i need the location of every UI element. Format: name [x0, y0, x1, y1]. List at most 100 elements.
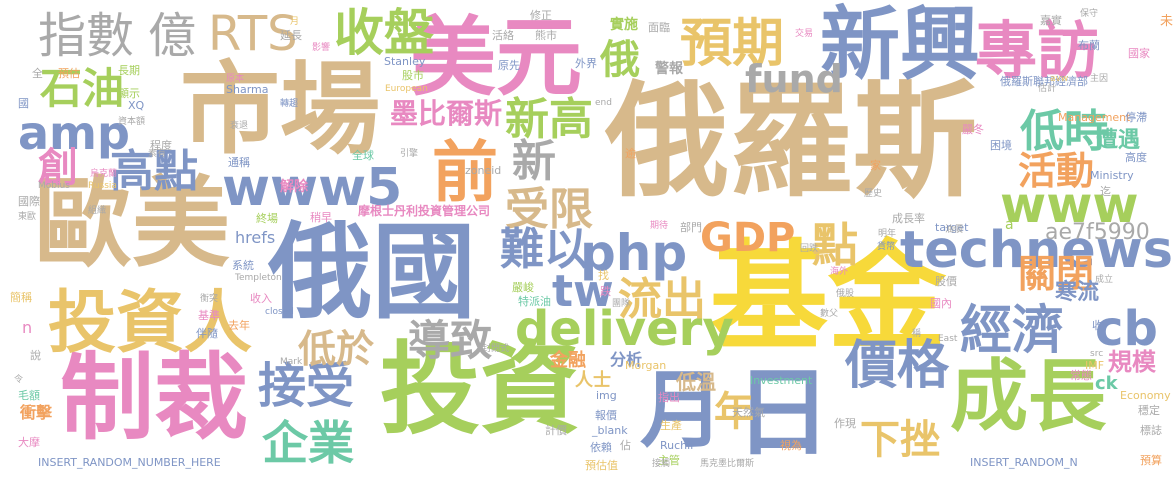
word-capital: 資本額: [118, 117, 146, 127]
word-sanction: 制裁: [60, 344, 249, 453]
word-zoneid: zoneid: [465, 164, 502, 177]
word-brent: 布蘭: [1078, 39, 1100, 52]
word-restricted: 受限: [505, 184, 593, 235]
word-interview: 專訪: [975, 14, 1100, 87]
word-stable: 穩定: [1138, 404, 1160, 417]
word-insert-1: INSERT_RANDOM_NUMBER_HERE: [38, 456, 221, 469]
word-stanley: Stanley: [384, 55, 426, 68]
word-trade: 交易: [795, 29, 814, 39]
word-sharma: Sharma: [226, 83, 269, 96]
word-benchmark: 基準: [198, 309, 220, 322]
word-until: 迄: [1100, 185, 1111, 198]
word-ministry-zh: 俄羅斯聯邦經濟部: [1000, 75, 1088, 88]
word-month: 月: [640, 361, 725, 459]
word-ukraine: 烏克蘭: [90, 169, 118, 179]
word-main-cause: 主因: [1090, 74, 1109, 84]
word-stock-market: 股市: [402, 69, 424, 82]
word-xq: XQ: [128, 99, 145, 112]
word-www: www: [1000, 176, 1139, 234]
word-rts: RTS: [208, 6, 298, 62]
word-before: 前: [432, 134, 498, 211]
word-drop: 跌: [600, 285, 611, 298]
word-cb: cb: [1095, 301, 1158, 357]
word-accept: 接受: [258, 358, 355, 414]
word-overseas: 海外: [830, 267, 849, 277]
word-usd: 美元: [410, 8, 582, 108]
word-img: img: [596, 389, 617, 402]
word-management: Management: [1058, 111, 1131, 124]
word-find: 找: [598, 269, 609, 282]
word-originally: 原先: [498, 59, 520, 72]
word-special-oil: 特派油: [518, 295, 551, 308]
word-market: 市場: [180, 51, 380, 168]
word-russia-en: Russia: [88, 181, 117, 191]
word-domestic: 國內: [930, 297, 952, 310]
word-said: 稱: [912, 329, 922, 339]
word-outflow: 流出: [618, 274, 706, 325]
word-closed: closed: [265, 307, 294, 317]
word-ruchir: Ruchir: [660, 439, 695, 452]
word-target: target: [935, 221, 969, 234]
word-all: 全: [32, 67, 43, 80]
word-height: 高度: [1125, 151, 1147, 164]
word-oil: 石油: [40, 64, 125, 113]
word-closed-end: 封閉式: [482, 344, 510, 354]
word-recession: 衰退: [230, 121, 249, 131]
word-outside: 外界: [575, 57, 597, 70]
word-predicament: 困境: [990, 139, 1012, 152]
word-earlier: 稍早: [310, 211, 332, 224]
word-finance: 金融: [550, 350, 586, 371]
word-account: 佔: [620, 439, 631, 452]
word-east: East: [938, 334, 958, 344]
word-godfather: 數父: [820, 309, 839, 319]
word-economy: 經濟: [960, 301, 1065, 361]
word-est: 估計: [1038, 84, 1057, 94]
word-imf: IMF: [1085, 359, 1105, 372]
word-month-small: 月: [290, 17, 300, 27]
word-global: 全球: [352, 149, 374, 162]
word-alert: 警報: [655, 61, 683, 77]
word-engine: 引擎: [400, 149, 419, 159]
word-turn: 轉趨: [280, 99, 299, 109]
word-create: 創: [38, 145, 78, 191]
word-russia-country: 俄國: [268, 211, 477, 333]
word-lift: 解除: [280, 179, 308, 195]
word-impact: 衝擊: [20, 403, 53, 422]
word-rebound: 回跌: [800, 244, 819, 254]
word-jiashi: 嘉實: [1040, 14, 1062, 27]
word-insert-2: INSERT_RANDOM_N: [970, 456, 1078, 469]
word-new-high: 新高: [505, 94, 593, 145]
word-high-point: 高點: [110, 146, 198, 197]
word-mark: 標誌: [1140, 424, 1162, 437]
word-avw: avw: [1050, 74, 1069, 84]
word-hard: 難以: [500, 224, 588, 275]
word-activity: 活動: [1018, 149, 1095, 193]
word-new: 新: [512, 136, 556, 187]
word-mobius-zh: 墨比爾斯: [390, 97, 503, 130]
word-known-as: 素有: [148, 149, 167, 159]
word-estimate: 預估: [58, 67, 80, 80]
word-below: 低於: [298, 327, 375, 371]
word-severe: 嚴峻: [512, 281, 534, 294]
word-east-europe: 東歐: [18, 212, 37, 222]
word-growth-rate: 成長率: [892, 212, 925, 225]
word-mark-en: Mark: [280, 357, 303, 367]
word-final: 終場: [256, 212, 278, 225]
word-mobius: Mobius: [38, 181, 70, 191]
word-pricing: 計價: [545, 424, 567, 437]
word-regard: 視為: [780, 439, 802, 452]
word-org: 組織: [88, 206, 107, 216]
word-produce: 生產: [660, 419, 682, 432]
word-russia-stocks: 俄股: [836, 289, 855, 299]
word-fund: 基金: [710, 228, 947, 366]
word-stock-price: 股價: [935, 275, 957, 288]
word-expect: 預期: [680, 14, 785, 74]
word-income: 收入: [250, 292, 272, 305]
word-active: 活絡: [492, 29, 514, 42]
word-morgan: Morgan: [625, 359, 667, 372]
word-delivery: delivery: [515, 301, 734, 357]
word-templeton: Templeton: [235, 273, 282, 283]
word-encounter: 遭遇: [1096, 128, 1141, 153]
word-close: 收盤: [334, 4, 434, 62]
